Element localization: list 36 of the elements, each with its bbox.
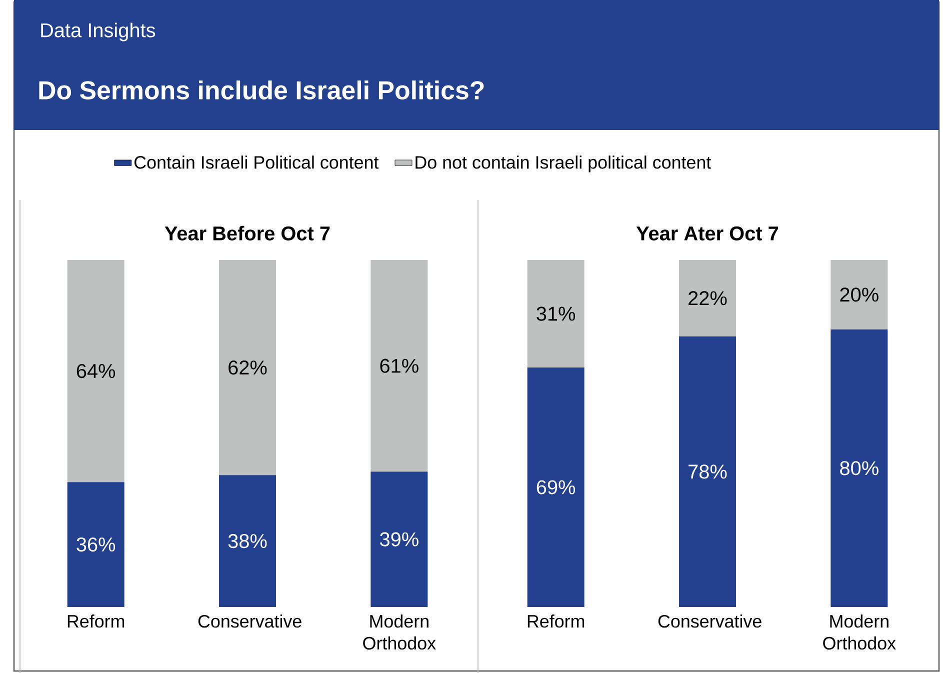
data-label: 61% [380, 358, 418, 373]
bar [527, 260, 584, 368]
data-label: 64% [76, 364, 116, 378]
bar [370, 472, 428, 607]
bar [679, 336, 736, 607]
x-tick-label: Reform [68, 614, 124, 628]
bar [219, 475, 276, 607]
data-label: 78% [688, 464, 727, 479]
x-tick-label: Modern Orthodox [363, 614, 436, 650]
x-tick-label: Conservative [658, 614, 762, 628]
text: Data Insights [41, 22, 156, 42]
data-label: 36% [76, 537, 116, 552]
bar [830, 260, 888, 330]
bar [370, 260, 428, 472]
data-label: 80% [840, 461, 878, 476]
bar [67, 260, 124, 482]
data-label: 20% [840, 288, 878, 302]
x-tick-label: Conservative [198, 614, 302, 628]
text: Do Sermons include Israeli Politics? [39, 80, 484, 100]
data-label: 62% [228, 360, 267, 375]
legend-label: Contain Israeli Political content [134, 156, 379, 169]
bar [679, 260, 736, 336]
bar [67, 482, 124, 607]
x-tick-label: Reform [528, 614, 584, 628]
bar [527, 368, 584, 607]
bar [830, 329, 888, 607]
legend-label: Do not contain Israeli political content [416, 156, 712, 172]
data-label: 39% [380, 532, 418, 546]
chart-title: Year Before Oct 7 [164, 226, 330, 240]
x-tick-label: Modern Orthodox [823, 614, 896, 650]
data-label: 31% [536, 306, 576, 321]
chart-title: Year Ater Oct 7 [636, 226, 778, 240]
data-label: 69% [536, 480, 576, 494]
data-label: 22% [688, 291, 727, 306]
bar [219, 260, 276, 476]
data-label: 38% [228, 534, 267, 548]
